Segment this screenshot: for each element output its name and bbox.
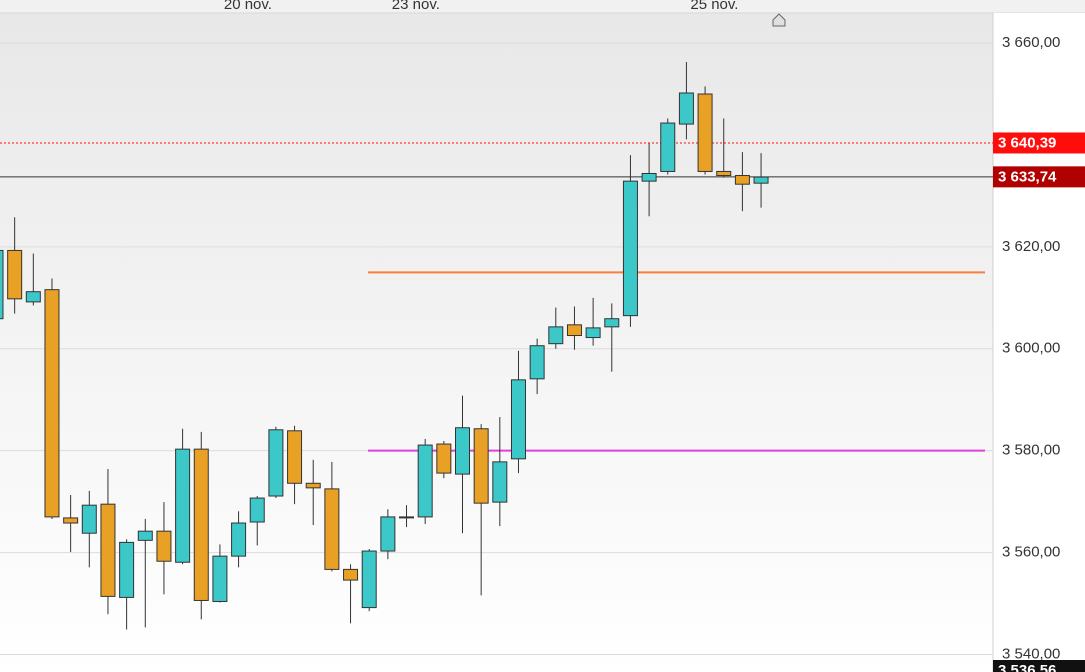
candle-body xyxy=(436,443,452,474)
candle-body xyxy=(585,327,601,339)
candle-body xyxy=(7,249,23,300)
candle-body xyxy=(25,291,41,303)
candle-body xyxy=(212,555,228,602)
candle-body xyxy=(529,345,545,380)
candle-body xyxy=(44,289,60,518)
candle-body xyxy=(622,180,638,317)
candle-body xyxy=(604,318,620,328)
candle-body xyxy=(324,488,340,570)
candle-body xyxy=(0,249,4,320)
x-tick-label: 20 nov. xyxy=(224,0,272,13)
y-tick-label: 3 560,00 xyxy=(1002,544,1060,561)
plot-background xyxy=(0,13,993,672)
candle-body xyxy=(137,530,153,541)
candle-body xyxy=(100,503,116,597)
candle-body xyxy=(734,175,750,185)
y-tick-label: 3 620,00 xyxy=(1002,238,1060,255)
candle-body xyxy=(492,461,508,503)
price-marker-label: 3 633,74 xyxy=(998,168,1057,185)
candle-body xyxy=(249,497,265,523)
price-marker-label: 3 536,56 xyxy=(998,662,1056,672)
price-marker-label: 3 640,39 xyxy=(998,134,1056,151)
candle-body xyxy=(156,530,172,562)
candle-body xyxy=(268,429,284,497)
candle-body xyxy=(305,482,321,489)
y-tick-label: 3 600,00 xyxy=(1002,340,1060,357)
candle-body xyxy=(81,504,97,534)
candle-body xyxy=(641,172,657,182)
home-icon[interactable] xyxy=(772,13,786,27)
candle-body xyxy=(231,522,247,557)
candle-body xyxy=(63,517,79,524)
candle-body xyxy=(753,176,769,184)
candle-body xyxy=(417,444,433,518)
y-tick-label: 3 580,00 xyxy=(1002,442,1060,459)
candle-body xyxy=(473,428,489,504)
price-marker xyxy=(993,132,1085,154)
candle-body xyxy=(119,541,135,598)
x-tick-label: 25 nov. xyxy=(690,0,738,13)
candle-body xyxy=(697,93,713,172)
candle-body xyxy=(361,550,377,609)
candle-body xyxy=(716,170,732,177)
candle-body xyxy=(566,324,582,337)
y-tick-label: 3 540,00 xyxy=(1002,645,1060,662)
candle-body xyxy=(660,122,676,172)
candle-body xyxy=(510,379,526,460)
price-axis xyxy=(993,13,1085,672)
candle-body xyxy=(193,448,209,601)
candle-body xyxy=(455,427,470,475)
y-tick-label: 3 660,00 xyxy=(1002,34,1060,51)
candle-body xyxy=(399,516,415,519)
candle-body xyxy=(548,326,564,345)
x-tick-label: 23 nov. xyxy=(392,0,440,13)
candle-body xyxy=(678,92,694,125)
price-marker xyxy=(993,166,1085,188)
price-marker xyxy=(993,660,1085,672)
candle-body xyxy=(175,448,191,563)
candle-body xyxy=(287,430,303,484)
candle-body xyxy=(380,516,396,552)
candle-body xyxy=(343,568,359,581)
date-axis-strip xyxy=(0,0,1085,13)
